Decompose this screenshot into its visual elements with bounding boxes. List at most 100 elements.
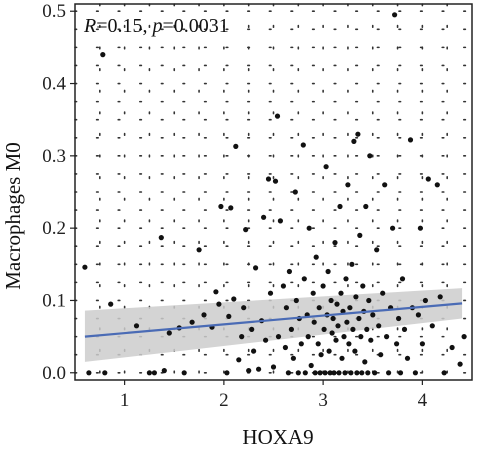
data-point xyxy=(315,341,321,347)
data-point xyxy=(347,305,353,311)
data-point xyxy=(292,189,298,195)
data-point xyxy=(308,362,314,369)
data-point xyxy=(146,370,152,376)
data-point xyxy=(249,326,255,332)
data-point xyxy=(422,297,428,304)
data-point xyxy=(239,334,245,340)
data-point xyxy=(251,348,257,354)
data-point xyxy=(392,12,398,18)
data-point xyxy=(322,370,328,376)
data-point xyxy=(382,182,388,188)
data-point xyxy=(364,326,370,332)
fit-line xyxy=(84,302,463,338)
x-axis-title: HOXA9 xyxy=(242,425,313,449)
data-point xyxy=(82,264,88,270)
data-point xyxy=(341,334,347,340)
data-point xyxy=(196,247,202,253)
y-axis-ticks: 0.0 0.1 0.2 0.3 0.4 0.5 xyxy=(42,1,75,384)
data-point xyxy=(158,235,164,241)
data-point xyxy=(274,113,281,119)
data-point xyxy=(263,337,269,343)
data-point xyxy=(346,341,352,347)
r-value: =0.15, xyxy=(96,15,152,37)
data-point xyxy=(343,276,349,282)
x-tick-label: 3 xyxy=(318,390,328,411)
data-point xyxy=(340,308,346,314)
data-point xyxy=(351,138,357,144)
data-point xyxy=(161,368,167,374)
x-axis-ticks: 1 2 3 4 xyxy=(120,380,428,411)
data-point xyxy=(325,268,331,275)
data-point xyxy=(280,283,286,289)
data-point xyxy=(216,301,222,307)
data-point xyxy=(354,370,360,376)
data-point xyxy=(390,225,396,231)
data-point xyxy=(265,176,272,182)
data-point xyxy=(100,52,106,58)
data-point xyxy=(378,352,384,358)
x-tick-label: 1 xyxy=(120,390,130,411)
data-point xyxy=(282,344,288,351)
data-point xyxy=(323,164,329,170)
data-point xyxy=(394,341,400,347)
data-points xyxy=(82,12,467,376)
data-point xyxy=(437,294,443,300)
y-tick-label: 0.3 xyxy=(42,146,66,167)
data-point xyxy=(332,240,338,246)
data-point xyxy=(366,297,372,304)
data-point xyxy=(345,182,351,188)
data-point xyxy=(461,334,467,340)
data-point xyxy=(295,370,301,376)
data-point xyxy=(338,290,344,296)
data-point xyxy=(283,305,289,311)
data-point xyxy=(181,370,187,376)
data-point xyxy=(404,355,411,361)
data-point xyxy=(285,370,291,376)
data-point xyxy=(342,370,348,376)
data-point xyxy=(335,323,341,329)
data-point xyxy=(330,315,336,322)
data-point xyxy=(425,176,431,182)
confidence-band-area xyxy=(84,288,463,362)
data-point xyxy=(329,330,335,336)
data-point xyxy=(396,315,402,322)
data-point xyxy=(419,341,425,347)
data-point xyxy=(288,326,294,332)
y-axis-title: Macrophages M0 xyxy=(1,142,25,290)
data-point xyxy=(365,370,371,376)
data-point xyxy=(333,337,339,343)
data-point xyxy=(151,370,157,376)
data-point xyxy=(358,334,364,340)
data-point xyxy=(401,326,408,332)
data-point xyxy=(233,143,239,149)
data-point xyxy=(336,370,342,376)
data-point xyxy=(290,355,296,361)
data-point xyxy=(326,348,332,354)
data-point xyxy=(376,323,382,329)
data-point xyxy=(334,301,340,307)
data-point xyxy=(166,330,172,336)
data-point xyxy=(352,348,358,354)
data-point xyxy=(434,182,440,188)
data-point xyxy=(316,305,322,311)
r-label: R xyxy=(83,15,96,37)
data-point xyxy=(293,297,299,304)
data-point xyxy=(243,227,249,233)
data-point xyxy=(313,254,319,260)
data-point xyxy=(226,313,232,319)
data-point xyxy=(86,370,92,376)
data-point xyxy=(275,334,282,340)
data-point xyxy=(298,341,304,347)
data-point xyxy=(286,268,292,275)
data-point xyxy=(348,370,354,376)
data-point xyxy=(327,370,333,376)
data-point xyxy=(302,370,308,376)
y-tick-label: 0.4 xyxy=(42,74,66,95)
data-point xyxy=(417,225,423,231)
data-point xyxy=(305,334,311,340)
data-point xyxy=(312,370,318,376)
data-point xyxy=(350,326,356,332)
data-point xyxy=(372,370,378,376)
confidence-band xyxy=(84,288,463,362)
